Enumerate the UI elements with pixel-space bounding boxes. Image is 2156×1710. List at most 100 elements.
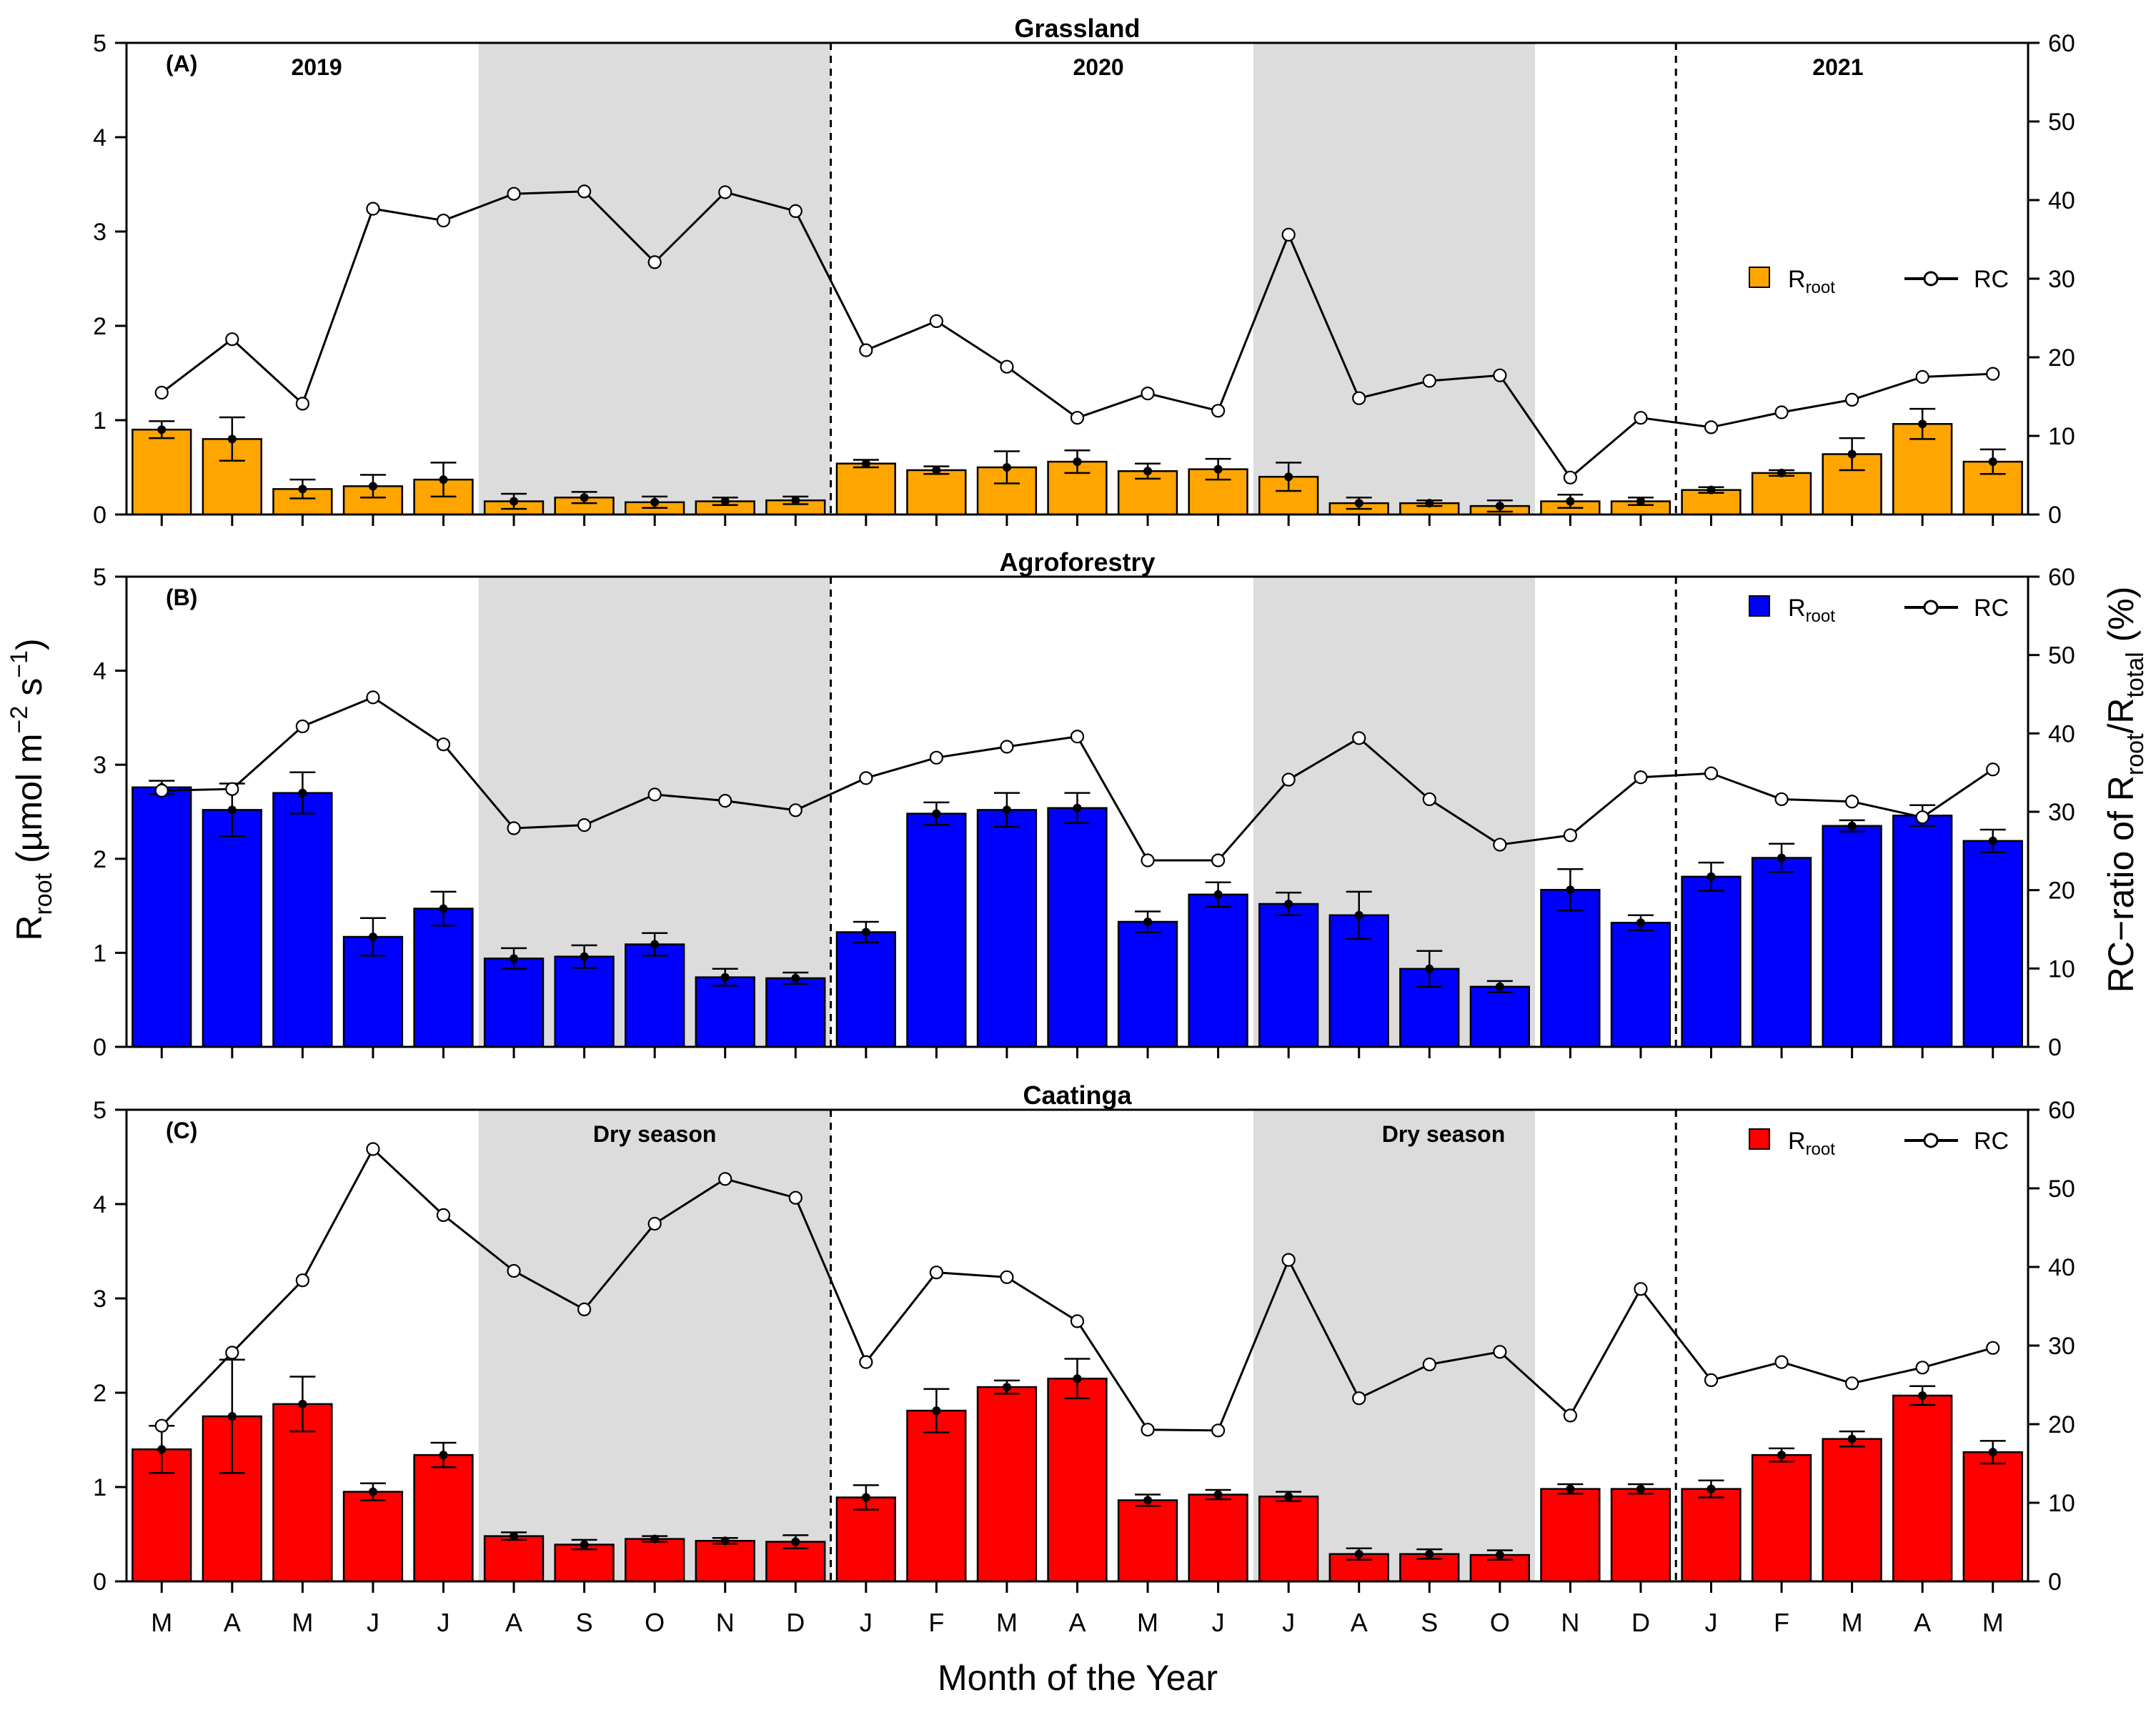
rc-point bbox=[1211, 1423, 1226, 1438]
panel-title: Agroforestry bbox=[999, 547, 1155, 577]
bar bbox=[554, 1544, 615, 1583]
y2-tick-label: 50 bbox=[2048, 642, 2075, 670]
y-tick-label: 4 bbox=[93, 658, 106, 685]
bar bbox=[1962, 1451, 2023, 1583]
x-tick-label: J bbox=[1212, 1608, 1225, 1637]
mean-point bbox=[580, 1540, 589, 1549]
legend-bar-swatch bbox=[1749, 1128, 1770, 1150]
bar bbox=[1822, 1438, 1882, 1583]
year-label: 2019 bbox=[292, 54, 342, 80]
y2-tick-label: 50 bbox=[2048, 109, 2075, 136]
mean-point bbox=[580, 952, 589, 961]
bar bbox=[976, 809, 1038, 1048]
bar bbox=[765, 977, 826, 1048]
mean-point bbox=[1284, 1492, 1293, 1501]
x-tick-label: J bbox=[1282, 1608, 1295, 1637]
mean-point bbox=[650, 940, 660, 949]
legend-rc-label: RC bbox=[1974, 595, 2009, 622]
bar bbox=[1962, 840, 2023, 1048]
mean-point bbox=[439, 1451, 448, 1460]
rc-point bbox=[225, 332, 239, 347]
x-tick-label: F bbox=[1774, 1608, 1789, 1637]
y2-tick-label: 60 bbox=[2048, 30, 2075, 57]
mean-point bbox=[1566, 497, 1575, 506]
mean-point bbox=[1284, 472, 1293, 482]
x-tick-label: M bbox=[151, 1608, 172, 1637]
mean-point bbox=[1425, 1549, 1434, 1559]
bar bbox=[1610, 1488, 1671, 1583]
rc-point bbox=[929, 1266, 943, 1280]
rc-point bbox=[718, 1172, 732, 1186]
mean-point bbox=[227, 1412, 237, 1421]
rc-point bbox=[1774, 1355, 1789, 1369]
mean-point bbox=[1213, 464, 1223, 474]
bar bbox=[695, 976, 755, 1048]
x-tick-label: N bbox=[1561, 1608, 1579, 1637]
y-tick-label: 3 bbox=[93, 752, 106, 779]
mean-point bbox=[861, 459, 870, 468]
mean-point bbox=[720, 1536, 730, 1546]
y2-tick-label: 0 bbox=[2048, 502, 2062, 529]
bar bbox=[835, 462, 896, 516]
rc-point bbox=[507, 187, 521, 201]
y2-tick-label: 40 bbox=[2048, 187, 2075, 214]
rc-point bbox=[647, 1216, 662, 1231]
rc-point bbox=[1352, 1391, 1366, 1406]
rc-point bbox=[859, 1355, 873, 1369]
y2-tick-label: 0 bbox=[2048, 1569, 2062, 1596]
rc-point bbox=[1986, 1341, 2000, 1355]
mean-point bbox=[1354, 910, 1363, 920]
legend-rc-label: RC bbox=[1974, 266, 2009, 293]
mean-point bbox=[298, 788, 307, 797]
bar bbox=[131, 786, 192, 1048]
y-tick-label: 3 bbox=[93, 1286, 106, 1313]
y-tick-label: 0 bbox=[93, 1034, 106, 1061]
mean-point bbox=[510, 1531, 519, 1541]
season-label: Dry season bbox=[593, 1121, 717, 1147]
dry-season-shade bbox=[478, 1110, 831, 1581]
y2-tick-label: 10 bbox=[2048, 955, 2075, 983]
x-tick-label: M bbox=[292, 1608, 313, 1637]
rc-point bbox=[1704, 1373, 1719, 1388]
rc-point bbox=[1634, 1282, 1648, 1296]
rc-point bbox=[1000, 740, 1014, 754]
rc-point bbox=[1774, 405, 1789, 419]
mean-point bbox=[791, 496, 800, 505]
rc-point bbox=[154, 783, 169, 797]
y-tick-label: 2 bbox=[93, 846, 106, 873]
mean-point bbox=[1143, 1496, 1153, 1505]
legend-rc-marker bbox=[1923, 1133, 1939, 1148]
mean-point bbox=[1495, 1551, 1504, 1560]
dry-season-shade bbox=[1253, 43, 1536, 515]
rc-point bbox=[647, 787, 662, 802]
y-tick-label: 2 bbox=[93, 1380, 106, 1407]
rc-point bbox=[647, 255, 662, 269]
x-tick-label: J bbox=[1705, 1608, 1718, 1637]
mean-point bbox=[1988, 457, 1997, 467]
bar bbox=[1681, 875, 1742, 1048]
rc-point bbox=[577, 184, 592, 199]
rc-point bbox=[1422, 374, 1436, 388]
rc-point bbox=[1845, 1376, 1859, 1391]
rc-point bbox=[1141, 1423, 1155, 1437]
mean-point bbox=[1143, 917, 1153, 926]
y2-tick-label: 10 bbox=[2048, 423, 2075, 450]
rc-point bbox=[929, 314, 943, 328]
bar bbox=[625, 943, 685, 1048]
rc-point bbox=[225, 1346, 239, 1360]
bar bbox=[1892, 1394, 1953, 1583]
y2-tick-label: 10 bbox=[2048, 1490, 2075, 1517]
x-tick-label: D bbox=[786, 1608, 805, 1637]
rc-point bbox=[788, 1190, 803, 1205]
legend-rroot-label: Rroot bbox=[1788, 266, 1835, 297]
x-tick-label: A bbox=[505, 1608, 522, 1637]
mean-point bbox=[1988, 1448, 1997, 1457]
legend-rc-marker bbox=[1923, 600, 1939, 615]
bar bbox=[1751, 1453, 1812, 1583]
rc-point bbox=[1070, 730, 1085, 744]
mean-point bbox=[580, 493, 589, 502]
rc-point bbox=[788, 204, 803, 218]
rc-point bbox=[295, 397, 309, 411]
mean-point bbox=[1918, 419, 1927, 429]
mean-point bbox=[368, 933, 377, 942]
